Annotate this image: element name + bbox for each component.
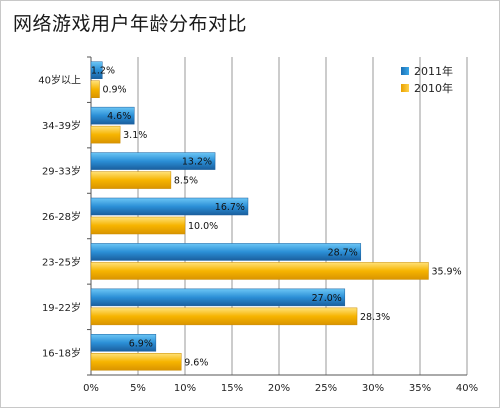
category-label: 26-28岁: [42, 210, 81, 223]
data-label-2010: 8.5%: [174, 176, 198, 187]
category-label: 19-22岁: [42, 301, 81, 314]
data-label-2011: 13.2%: [182, 157, 212, 168]
legend-item-2010: 2010年: [401, 79, 453, 96]
x-tick-label: 15%: [221, 383, 243, 394]
bar-2010: [90, 125, 121, 144]
data-label-2011: 1.2%: [91, 66, 115, 77]
data-label-2011: 4.6%: [107, 111, 131, 122]
category-label: 40岁以上: [38, 74, 81, 87]
legend-label-2011: 2011年: [414, 64, 453, 78]
category-label: 29-33岁: [42, 165, 81, 178]
data-label-2010: 3.1%: [123, 130, 147, 141]
data-label-2010: 10.0%: [188, 221, 218, 232]
data-label-2011: 27.0%: [312, 293, 342, 304]
bar-2010: [90, 216, 186, 235]
data-label-2010: 9.6%: [184, 357, 208, 368]
x-tick-label: 5%: [130, 383, 146, 394]
data-label-2011: 28.7%: [328, 247, 358, 258]
bar-2011: [90, 61, 103, 79]
data-label-2010: 35.9%: [431, 266, 461, 277]
bar-2011: [90, 106, 135, 125]
x-tick-label: 0%: [83, 383, 99, 394]
category-label: 16-18岁: [42, 346, 81, 359]
chart-title: 网络游戏用户年龄分布对比: [13, 13, 248, 35]
bar-2011: [90, 152, 216, 170]
legend-swatch-2011: [401, 66, 409, 75]
bar-2011: [90, 197, 249, 216]
bar-2010: [90, 171, 172, 189]
legend-swatch-2010: [401, 83, 409, 92]
bar-2010: [90, 80, 100, 98]
bar-2011: [90, 288, 346, 307]
bar-2011: [90, 243, 362, 261]
legend-label-2010: 2010年: [414, 81, 453, 95]
bar-2010: [90, 262, 429, 280]
legend: 2011年 2010年: [401, 62, 453, 96]
x-tick-label: 40%: [456, 383, 478, 394]
category-label: 34-39岁: [42, 119, 81, 132]
x-tick-label: 20%: [268, 383, 290, 394]
bar-2010: [90, 353, 182, 371]
x-tick-label: 30%: [362, 383, 384, 394]
legend-item-2011: 2011年: [401, 62, 453, 79]
data-label-2011: 16.7%: [215, 202, 245, 213]
data-label-2010: 0.9%: [102, 85, 126, 96]
category-label: 23-25岁: [42, 255, 81, 268]
x-tick-label: 25%: [315, 383, 337, 394]
x-tick-label: 35%: [409, 383, 431, 394]
data-label-2010: 28.3%: [360, 312, 390, 323]
x-tick-label: 10%: [174, 383, 196, 394]
bar-2011: [90, 334, 157, 352]
bar-2010: [90, 307, 358, 326]
data-label-2011: 6.9%: [129, 338, 153, 349]
